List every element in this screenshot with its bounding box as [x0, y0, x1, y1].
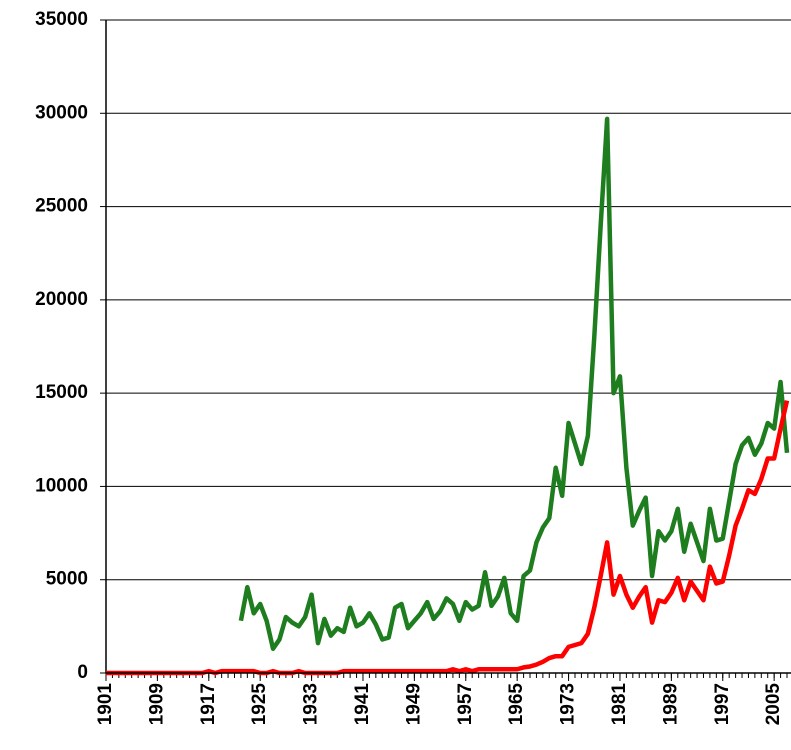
- x-tick-label: 1981: [609, 683, 630, 726]
- x-tick-label: 1909: [146, 683, 167, 725]
- y-tick-label: 30000: [35, 102, 88, 123]
- x-tick-label: 1949: [403, 683, 424, 725]
- data-line: [106, 400, 790, 676]
- y-tick-label: 35000: [35, 9, 88, 30]
- y-tick-label: 5000: [46, 569, 88, 590]
- x-tick-label: 1973: [558, 683, 579, 725]
- y-tick-label: 15000: [35, 382, 88, 403]
- y-tick-label: 0: [77, 662, 88, 683]
- x-tick-label: 1901: [95, 683, 116, 726]
- y-tick-label: 25000: [35, 196, 88, 217]
- x-tick-label: 2005: [763, 683, 784, 726]
- x-tick-label: 1933: [301, 683, 322, 725]
- data-line: [238, 116, 790, 651]
- x-tick-label: 1941: [352, 683, 373, 726]
- x-tick-label: 1925: [249, 683, 270, 726]
- y-tick-label: 20000: [35, 289, 88, 310]
- x-tick-label: 1917: [198, 683, 219, 725]
- x-tick-label: 1989: [660, 683, 681, 725]
- x-tick-label: 1957: [455, 683, 476, 725]
- x-tick-label: 1997: [712, 683, 733, 725]
- x-tick-label: 1965: [506, 683, 527, 726]
- y-tick-label: 10000: [35, 475, 88, 496]
